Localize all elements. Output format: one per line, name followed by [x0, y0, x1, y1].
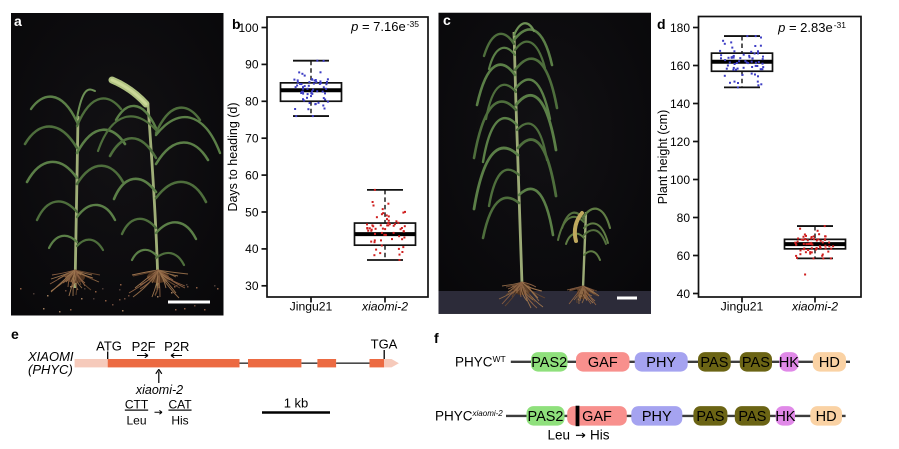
svg-text:XIAOMI: XIAOMI [27, 349, 74, 364]
svg-text:40: 40 [677, 287, 691, 301]
svg-text:b: b [232, 16, 241, 32]
svg-text:80: 80 [677, 211, 691, 225]
svg-text:120: 120 [670, 135, 690, 149]
svg-text:50: 50 [245, 205, 259, 219]
svg-text:d: d [657, 16, 666, 32]
svg-text:30: 30 [245, 279, 259, 293]
svg-text:CTT: CTT [125, 398, 149, 412]
svg-text:Jingu21: Jingu21 [721, 300, 764, 314]
svg-text:ATG: ATG [96, 339, 122, 354]
svg-text:40: 40 [245, 242, 259, 256]
svg-text:PAS2: PAS2 [527, 409, 563, 425]
svg-text:PHY: PHY [642, 409, 672, 425]
svg-text:PAS: PAS [700, 355, 728, 371]
svg-text:1 kb: 1 kb [284, 396, 309, 411]
svg-text:Days to heading (d): Days to heading (d) [226, 102, 240, 211]
svg-text:f: f [434, 330, 439, 346]
svg-text:xiaomi-2: xiaomi-2 [791, 300, 838, 314]
svg-text:e: e [11, 326, 19, 342]
svg-text:60: 60 [677, 249, 691, 263]
svg-text:140: 140 [670, 97, 690, 111]
svg-text:Leu: Leu [126, 414, 146, 428]
svg-text:a: a [14, 13, 22, 29]
svg-text:TGA: TGA [371, 337, 398, 352]
svg-text:HK: HK [775, 409, 795, 425]
svg-text:70: 70 [245, 132, 259, 146]
svg-text:100: 100 [238, 21, 258, 35]
svg-text:HK: HK [779, 355, 799, 371]
svg-text:60: 60 [245, 168, 259, 182]
svg-text:P2R: P2R [164, 339, 189, 354]
svg-text:xiaomi-2: xiaomi-2 [135, 383, 183, 397]
svg-text:His: His [590, 428, 610, 443]
svg-text:(PHYC): (PHYC) [28, 362, 73, 377]
svg-text:90: 90 [245, 58, 259, 72]
svg-text:CAT: CAT [168, 398, 192, 412]
svg-text:180: 180 [670, 21, 690, 35]
svg-text:160: 160 [670, 59, 690, 73]
svg-text:HD: HD [816, 409, 837, 425]
svg-text:Plant height (cm): Plant height (cm) [656, 110, 670, 204]
svg-text:p = 7.16e-35: p = 7.16e-35 [350, 19, 419, 34]
svg-text:Leu: Leu [548, 428, 571, 443]
svg-text:p = 2.83e-31: p = 2.83e-31 [777, 20, 846, 35]
svg-text:P2F: P2F [132, 339, 156, 354]
svg-text:HD: HD [819, 355, 840, 371]
svg-text:80: 80 [245, 95, 259, 109]
svg-text:GAF: GAF [588, 355, 618, 371]
svg-text:GAF: GAF [582, 409, 612, 425]
svg-text:PAS: PAS [738, 409, 766, 425]
svg-text:PAS2: PAS2 [531, 355, 567, 371]
svg-text:Jingu21: Jingu21 [290, 300, 333, 314]
svg-text:c: c [443, 12, 451, 28]
svg-text:PHY: PHY [646, 355, 676, 371]
svg-text:100: 100 [670, 173, 690, 187]
svg-text:xiaomi-2: xiaomi-2 [361, 300, 408, 314]
svg-text:PAS: PAS [696, 409, 724, 425]
svg-text:PAS: PAS [742, 355, 770, 371]
svg-text:His: His [171, 414, 188, 428]
